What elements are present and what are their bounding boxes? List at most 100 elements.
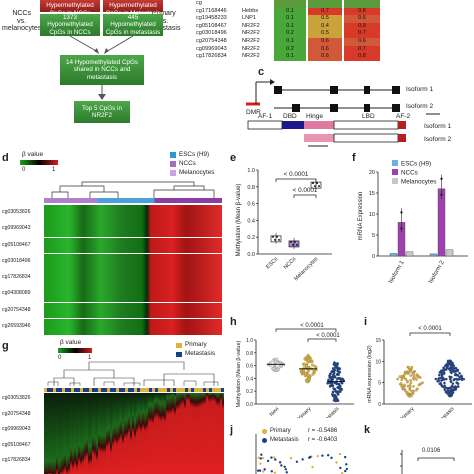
heatmap-column: [202, 393, 205, 474]
table-cell-gene: Hebbs: [242, 7, 259, 14]
data-point: [261, 456, 265, 460]
y-tick-label: 0: [378, 402, 381, 408]
panel-f-plot: 0 5 10 15 20 mRNA Expression ESCs (H9) NCCs Mela…: [358, 160, 468, 285]
data-point: [456, 381, 459, 385]
data-point: [331, 370, 335, 374]
panel-g-scale-min: 0: [58, 355, 62, 361]
legend-swatch: [392, 160, 398, 166]
data-point: [417, 375, 420, 378]
data-point: [296, 243, 298, 246]
data-point: [273, 471, 277, 474]
panel-g-heatmap: [44, 393, 225, 474]
heatmap-row: [44, 221, 222, 237]
data-point: [440, 383, 443, 387]
legend-label-ncc: NCCs: [179, 160, 196, 167]
data-point: [454, 372, 458, 376]
data-point: [334, 389, 338, 393]
x-tick-label: Melanocytes: [293, 256, 319, 282]
data-point: [333, 394, 337, 398]
y-tick-label: 0.4: [247, 218, 255, 224]
data-point: [415, 378, 418, 381]
heatmap-row: [44, 270, 222, 286]
heatmap-row-label: cg09969043: [2, 225, 31, 232]
heatmap-column: [144, 393, 147, 474]
x-tick-label: Metastasis: [433, 406, 455, 418]
data-point: [302, 362, 306, 366]
domain-af2: AF-2: [396, 113, 411, 120]
bar: [437, 188, 446, 257]
heatmap-column: [80, 393, 83, 474]
heatmap-row-label: cg04308089: [2, 290, 31, 297]
panel-j-letter: j: [230, 424, 234, 436]
data-point: [408, 385, 412, 389]
data-point: [332, 373, 335, 377]
heatmap-row-label: cg05108467: [2, 241, 31, 248]
table-cell-gene: LNP1: [242, 15, 256, 22]
y-axis-title: Methylation (Mean β-value): [236, 340, 242, 407]
legend-swatch-mel: [170, 170, 176, 176]
data-point: [275, 357, 279, 361]
y-tick-label: 10: [369, 212, 375, 218]
data-point: [336, 392, 340, 396]
panel-a-right-label: Primary vs. Metastasis: [147, 10, 181, 33]
p-value: < 0.0001: [284, 171, 309, 178]
heatmap-column: [174, 393, 177, 474]
data-point: [442, 385, 445, 389]
heatmap-column: [206, 393, 209, 474]
y-tick-label: 0.2: [246, 389, 253, 395]
heatmap-column: [188, 393, 191, 474]
box-hypo-nccs: 1373 Hypomethylated CpGs in NCCs: [40, 14, 100, 36]
heatmap-column: [76, 393, 79, 474]
data-point: [345, 463, 348, 466]
heatmap-column: [166, 393, 169, 474]
heatmap-column: [186, 393, 189, 474]
table-row: cg03018496 NR2F2 0.2 0.5 0.7: [196, 30, 474, 39]
data-point: [278, 461, 282, 464]
y-tick-label: 0.0: [246, 402, 253, 408]
bar: [405, 251, 414, 257]
heatmap-row: [44, 205, 222, 221]
y-tick-label: 0: [372, 254, 375, 260]
panel-g-dendrogram: [47, 361, 219, 386]
data-point: [453, 385, 457, 388]
heatmap-column: [92, 393, 95, 474]
heatmap-column: [138, 393, 141, 474]
heatmap-column: [220, 393, 223, 474]
data-point: [443, 381, 446, 385]
panel-f-letter: f: [352, 152, 356, 164]
data-point: [276, 367, 280, 371]
data-point: [450, 371, 453, 375]
heatmap-column: [156, 393, 159, 474]
x-tick-label: Metastasis: [318, 406, 340, 418]
y-tick-label: 0.6: [247, 202, 255, 208]
data-point: [321, 454, 324, 457]
y-axis-title: mRNA expression (log2): [367, 345, 373, 403]
panel-c-gene-diagram: [246, 79, 440, 147]
heatmap-column: [106, 393, 109, 474]
y-tick-label: 0.6: [246, 364, 253, 370]
y-tick-label: 0.8: [246, 351, 253, 357]
panel-k-letter: k: [364, 424, 371, 436]
data-point: [285, 471, 288, 474]
panel-a-left-label: NCCs vs. melanocytes: [2, 10, 42, 33]
panel-d-heatmap: [44, 205, 222, 335]
heatmap-row-label: cg03053826: [2, 209, 31, 216]
p-value: < 0.0001: [293, 187, 318, 194]
data-point: [409, 378, 412, 382]
bar: [445, 249, 454, 257]
heatmap-column: [198, 393, 201, 474]
data-point: [407, 365, 411, 369]
panel-i-letter: i: [364, 316, 368, 328]
heatmap-column: [190, 393, 193, 474]
panel-d-row-labels: cg03053826 cg09969043 cg05108467 cg03018496…: [2, 205, 44, 335]
y-tick-label: 1.0: [246, 338, 253, 344]
legend-swatch: [392, 178, 398, 184]
data-point: [329, 375, 332, 379]
data-point: [307, 354, 310, 358]
table-row: cg19458233 LNP1 0.1 0.5 0.6: [196, 15, 474, 24]
data-point: [449, 392, 452, 396]
heatmap-column: [60, 393, 63, 474]
panel-e-letter: e: [230, 152, 237, 164]
heatmap-column: [44, 393, 47, 474]
data-point: [262, 470, 265, 473]
